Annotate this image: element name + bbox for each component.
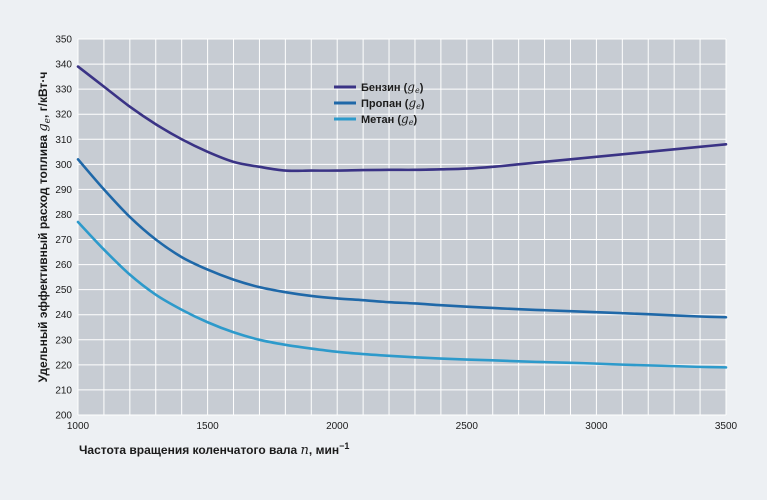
x-axis-variable: n xyxy=(301,443,309,458)
x-tick-label: 1000 xyxy=(67,421,90,432)
legend-variable-subscript: e xyxy=(415,86,420,95)
y-tick-label: 280 xyxy=(55,210,72,221)
legend-close-paren: ) xyxy=(420,82,424,94)
y-tick-label: 240 xyxy=(55,310,72,321)
legend-label: Пропан (ge) xyxy=(361,96,425,111)
legend-series-name: Пропан ( xyxy=(361,98,409,110)
x-axis-unit: , мин xyxy=(309,443,339,457)
y-tick-label: 340 xyxy=(55,60,72,71)
y-tick-label: 250 xyxy=(55,285,72,296)
y-tick-label: 200 xyxy=(55,411,72,422)
y-axis-variable-subscript: e xyxy=(43,118,53,123)
legend-label: Бензин (ge) xyxy=(361,80,424,95)
x-axis-title-main: Частота вращения коленчатого вала xyxy=(79,443,301,457)
y-axis-ticks: 200 210 220 230 240 250 260 270 280 290 300 310 320 3… xyxy=(55,35,72,422)
series-line-2 xyxy=(76,158,728,319)
legend-variable: g xyxy=(408,96,416,110)
y-tick-label: 330 xyxy=(55,85,72,96)
x-axis-unit-exponent: −1 xyxy=(339,441,349,451)
legend: Бензин (ge)Пропан (ge)Метан (ge) xyxy=(334,80,425,127)
x-tick-label: 3000 xyxy=(585,421,608,432)
legend-close-paren: ) xyxy=(421,98,425,110)
y-tick-label: 270 xyxy=(55,235,72,246)
y-tick-label: 260 xyxy=(55,260,72,271)
legend-series-name: Бензин ( xyxy=(361,82,408,94)
series-line-1 xyxy=(76,65,728,173)
y-tick-label: 350 xyxy=(55,35,72,46)
y-tick-label: 320 xyxy=(55,110,72,121)
legend-series-name: Метан ( xyxy=(361,114,401,126)
y-axis-title: Удельный эффективный расход топлива ge, … xyxy=(36,72,53,383)
x-tick-label: 3500 xyxy=(715,421,738,432)
legend-label: Метан (ge) xyxy=(361,112,417,127)
y-axis-title-main: Удельный эффективный расход топлива xyxy=(36,132,50,383)
legend-variable: g xyxy=(401,112,409,126)
legend-variable-subscript: e xyxy=(409,118,414,127)
y-tick-label: 210 xyxy=(55,385,72,396)
plot-background xyxy=(78,39,726,415)
y-tick-label: 290 xyxy=(55,185,72,196)
y-tick-label: 300 xyxy=(55,160,72,171)
series-lines xyxy=(76,65,728,369)
x-tick-label: 1500 xyxy=(196,421,219,432)
x-axis-ticks: 1000 1500 2000 2500 3000 3500 xyxy=(67,421,738,432)
legend-variable: g xyxy=(407,80,415,94)
y-tick-label: 310 xyxy=(55,135,72,146)
y-axis-unit: , г/кВт·ч xyxy=(36,72,50,118)
x-axis-title: Частота вращения коленчатого вала n, мин… xyxy=(79,441,349,458)
x-tick-label: 2000 xyxy=(326,421,349,432)
y-tick-label: 220 xyxy=(55,360,72,371)
x-tick-label: 2500 xyxy=(456,421,479,432)
y-tick-label: 230 xyxy=(55,335,72,346)
y-axis-variable: g xyxy=(36,123,51,131)
legend-variable-subscript: e xyxy=(416,102,421,111)
legend-close-paren: ) xyxy=(413,114,417,126)
series-line-3 xyxy=(76,220,728,369)
